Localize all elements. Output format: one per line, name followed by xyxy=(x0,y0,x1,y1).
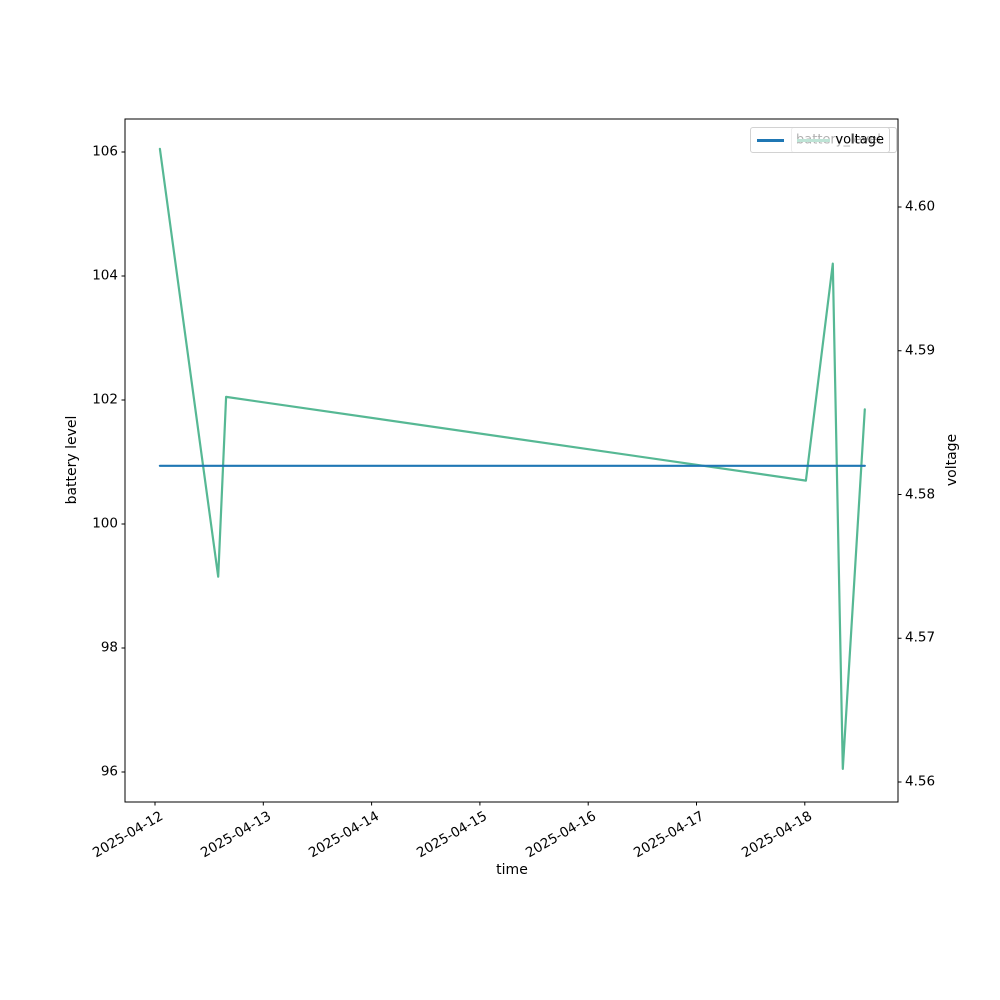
y-tick-label-right: 4.60 xyxy=(905,198,936,215)
series-line-battery_level xyxy=(158,147,866,771)
legend-voltage: voltage xyxy=(750,127,890,153)
y-axis-label-left: battery level xyxy=(64,415,80,505)
axes-spines xyxy=(124,118,899,803)
y-tick-label-left: 100 xyxy=(92,515,118,532)
y-tick-label-right: 4.56 xyxy=(905,773,936,790)
legend-voltage-label: voltage xyxy=(835,132,884,148)
y-tick-label-left: 104 xyxy=(92,267,118,284)
y-tick-label-left: 106 xyxy=(92,143,118,160)
x-axis-label: time xyxy=(496,862,528,878)
y-tick-label-right: 4.58 xyxy=(905,486,936,502)
legend-voltage-line-sample xyxy=(757,139,784,142)
y-tick-label-right: 4.59 xyxy=(905,342,936,359)
series-lines xyxy=(158,147,866,771)
y-axis-label-right: voltage xyxy=(944,433,960,487)
y-tick-label-right: 4.57 xyxy=(905,629,936,646)
y-tick-label-left: 96 xyxy=(100,763,118,780)
y-tick-label-left: 102 xyxy=(92,391,118,408)
tick-marks xyxy=(121,151,902,806)
y-tick-label-left: 98 xyxy=(100,639,118,656)
